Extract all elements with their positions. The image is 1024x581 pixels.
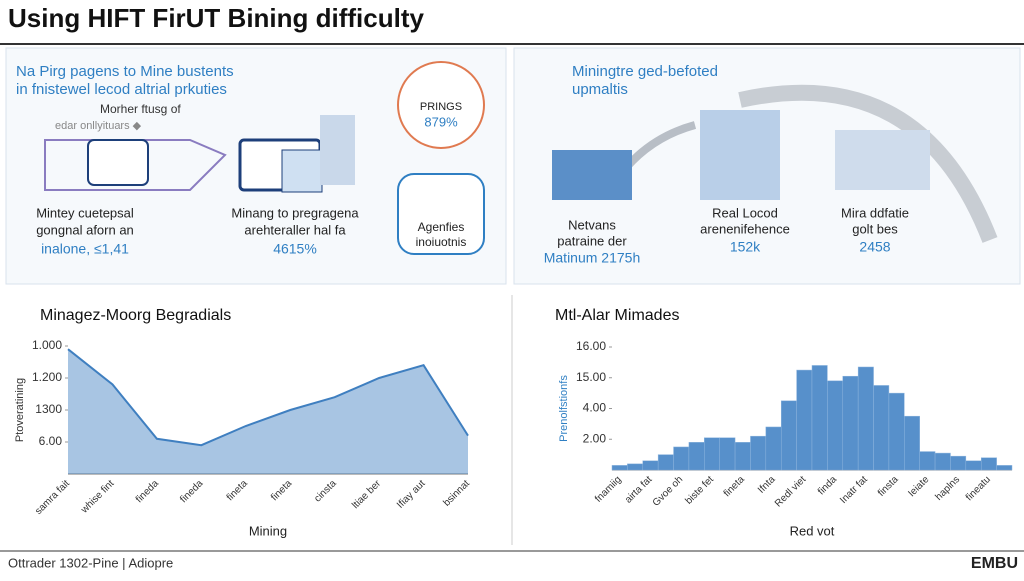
bar — [965, 460, 982, 471]
card-value: 2458 — [859, 239, 890, 255]
card-value: inalone, ≤1,41 — [41, 241, 129, 257]
badge — [397, 173, 485, 255]
card-text: golt bes — [852, 221, 898, 236]
bar — [873, 385, 890, 471]
icon — [44, 139, 227, 191]
bar — [611, 465, 628, 471]
y-axis-label: Prenolfstionfs — [558, 375, 570, 442]
icon — [552, 150, 632, 200]
bar — [904, 415, 920, 471]
x-axis-label: Red vot — [790, 523, 835, 538]
bar — [980, 457, 997, 471]
y-tick-label: 1.000 — [32, 338, 62, 352]
card-value: Matinum 2175h — [544, 250, 641, 266]
chart-title: Mtl-Alar Mimades — [555, 307, 679, 324]
x-axis-label: Mining — [249, 523, 287, 538]
bar — [765, 426, 782, 471]
bar — [796, 369, 813, 471]
bar — [996, 465, 1013, 471]
y-tick-label: 15.00 — [576, 370, 606, 384]
y-tick-label: 4.00 — [583, 401, 607, 415]
icon — [320, 115, 355, 185]
bar — [934, 452, 951, 471]
bar — [750, 435, 767, 471]
line — [67, 348, 469, 447]
y-tick-label: 6.00 — [39, 434, 63, 448]
bar — [673, 446, 690, 471]
arrow — [738, 84, 998, 243]
bar — [657, 454, 674, 471]
bar — [888, 392, 905, 471]
bar — [719, 437, 736, 471]
icon — [281, 149, 323, 193]
card-value: 4615% — [273, 241, 317, 257]
footer-text: Ottrader 1302-Pine | Adiopre — [8, 555, 173, 570]
bar — [842, 375, 859, 471]
card-value: 152k — [730, 239, 761, 255]
y-tick-label: 16.00 — [576, 339, 606, 353]
icon — [700, 110, 780, 200]
heading: in fnistewel lecod altrial prkuties — [16, 81, 227, 98]
badge — [397, 61, 485, 149]
bar — [642, 460, 659, 471]
bar — [811, 365, 828, 471]
area — [68, 349, 468, 474]
card-text: patraine der — [557, 233, 627, 248]
card-text: Netvans — [568, 217, 616, 232]
badge-label: Agenfies — [418, 220, 465, 234]
card-text: Mintey cuetepsal — [36, 205, 134, 220]
heading: upmaltis — [572, 81, 628, 98]
bar — [627, 463, 644, 471]
bar — [734, 442, 751, 471]
y-tick-label: 1.200 — [32, 370, 62, 384]
badge-label: PRINGS — [420, 101, 462, 113]
bar — [950, 455, 967, 471]
bar — [704, 437, 720, 471]
icon — [87, 139, 149, 186]
card-text: Mira ddfatie — [841, 205, 909, 220]
card-text: gongnal aforn an — [36, 222, 134, 237]
heading: Miningtre ged-befoted — [572, 63, 718, 80]
card-text: Real Locod — [712, 205, 778, 220]
chart-title: Minagez-Moorg Begradials — [40, 307, 231, 324]
badge-value: 879% — [424, 114, 458, 129]
y-axis-label: Ptoveratining — [14, 378, 26, 442]
note: Morher ftusg of — [100, 102, 181, 116]
bar — [857, 366, 874, 471]
card-text: Minang to pregragena — [231, 205, 359, 220]
heading: Na Pirg pagens to Mine bustents — [16, 63, 234, 80]
logo: EMBU — [971, 555, 1018, 572]
bar — [688, 442, 705, 471]
bar — [780, 400, 797, 471]
bar — [919, 451, 936, 471]
bar — [827, 380, 844, 471]
page-title: Using HIFT FirUT Bining difficulty — [8, 3, 425, 33]
badge-value: inoiuotnis — [416, 235, 467, 249]
card-text: arenenifehence — [700, 221, 790, 236]
y-tick-label: 2.00 — [583, 431, 607, 445]
y-tick-label: 1300 — [35, 402, 62, 416]
icon — [835, 130, 930, 190]
note: edar onllyituars ◆ — [55, 120, 142, 132]
card-text: arehteraller hal fa — [244, 222, 346, 237]
